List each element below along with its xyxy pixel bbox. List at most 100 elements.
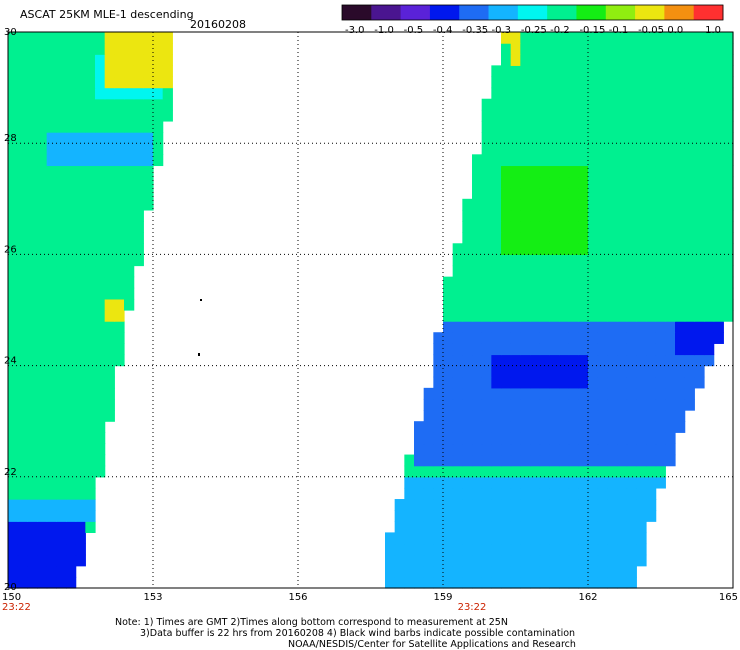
- swath-cell: [665, 254, 676, 267]
- swath-cell: [162, 76, 173, 89]
- swath-cell: [568, 232, 579, 244]
- swath-cell: [694, 365, 705, 378]
- colorbar-segment: [517, 5, 548, 20]
- swath-cell: [665, 76, 676, 89]
- swath-cell: [66, 454, 77, 467]
- swath-cell: [66, 87, 77, 100]
- swath-cell: [501, 154, 512, 167]
- swath-cell: [423, 421, 434, 433]
- swath-cell: [56, 232, 67, 244]
- swath-cell: [694, 254, 705, 267]
- swath-cell: [46, 54, 57, 66]
- swath-cell: [433, 332, 444, 344]
- swath-cell: [597, 365, 608, 378]
- swath-cell: [385, 576, 396, 589]
- swath-cell: [85, 176, 96, 189]
- swath-cell: [443, 543, 454, 556]
- swath-cell: [501, 365, 512, 378]
- swath-cell: [675, 98, 686, 111]
- swath-cell: [597, 165, 608, 178]
- swath-cell: [501, 165, 512, 178]
- swath-cell: [617, 176, 628, 189]
- swath-cell: [646, 454, 657, 467]
- swath-cell: [723, 198, 734, 211]
- swath-cell: [626, 209, 637, 222]
- swath-cell: [568, 198, 579, 211]
- swath-cell: [481, 143, 492, 155]
- swath-cell: [723, 287, 734, 300]
- swath-cell: [665, 232, 676, 244]
- swath-cell: [530, 232, 541, 244]
- swath-cell: [588, 87, 599, 100]
- swath-cell: [607, 443, 618, 456]
- swath-cell: [46, 310, 57, 322]
- swath-cell: [510, 454, 521, 467]
- swath-cell: [472, 332, 483, 344]
- swath-cell: [501, 65, 512, 78]
- swath-cell: [675, 54, 686, 66]
- swath-cell: [539, 443, 550, 456]
- swath-cell: [655, 443, 666, 456]
- swath-cell: [66, 532, 77, 545]
- swath-cell: [56, 476, 67, 489]
- swath-cell: [568, 421, 579, 433]
- swath-cell: [501, 287, 512, 300]
- swath-cell: [520, 543, 531, 556]
- swath-cell: [684, 109, 695, 122]
- swath-cell: [530, 554, 541, 567]
- swath-cell: [95, 198, 106, 211]
- swath-cell: [568, 120, 579, 133]
- swath-cell: [75, 376, 86, 389]
- swath-cell: [665, 165, 676, 178]
- swath-cell: [66, 154, 77, 167]
- swath-cell: [114, 120, 125, 133]
- swath-cell: [510, 487, 521, 500]
- swath-cell: [37, 543, 48, 556]
- swath-cell: [549, 209, 560, 222]
- swath-cell: [472, 543, 483, 556]
- swath-cell: [95, 276, 106, 289]
- swath-cell: [481, 321, 492, 333]
- swath-cell: [539, 232, 550, 244]
- swath-cell: [56, 343, 67, 356]
- swath-cell: [694, 176, 705, 189]
- swath-cell: [559, 132, 570, 144]
- swath-cell: [723, 254, 734, 267]
- swath-cell: [675, 187, 686, 200]
- swath-cell: [462, 310, 473, 322]
- swath-cell: [491, 165, 502, 178]
- swath-cell: [655, 132, 666, 144]
- swath-cell: [636, 198, 647, 211]
- swath-cell: [655, 287, 666, 300]
- swath-cell: [578, 276, 589, 289]
- swath-cell: [626, 487, 637, 500]
- swath-cell: [520, 143, 531, 155]
- swath-cell: [655, 65, 666, 78]
- swath-cell: [510, 143, 521, 155]
- swath-cell: [85, 54, 96, 66]
- swath-cell: [66, 265, 77, 278]
- swath-cell: [133, 154, 144, 167]
- swath-cell: [56, 265, 67, 278]
- swath-cell: [95, 32, 106, 44]
- swath-cell: [578, 387, 589, 400]
- swath-cell: [46, 543, 57, 556]
- color-scale-bar: -3.0 -1.0 -0.5 -0.4 -0.35 -0.3 -0.25 -0.2 -0.15-…: [341, 4, 724, 36]
- swath-cell: [568, 443, 579, 456]
- swath-cell: [462, 543, 473, 556]
- swath-cell: [27, 132, 38, 144]
- swath-cell: [626, 221, 637, 233]
- swath-cell: [549, 576, 560, 589]
- swath-cell: [124, 143, 135, 155]
- swath-cell: [491, 221, 502, 233]
- swath-cell: [27, 198, 38, 211]
- swath-cell: [46, 443, 57, 456]
- swath-cell: [520, 298, 531, 311]
- swath-cell: [510, 387, 521, 400]
- swath-cell: [17, 54, 28, 66]
- swath-cell: [37, 132, 48, 144]
- swath-cell: [452, 287, 463, 300]
- swath-cell: [481, 465, 492, 478]
- swath-cell: [626, 165, 637, 178]
- swath-cell: [568, 154, 579, 167]
